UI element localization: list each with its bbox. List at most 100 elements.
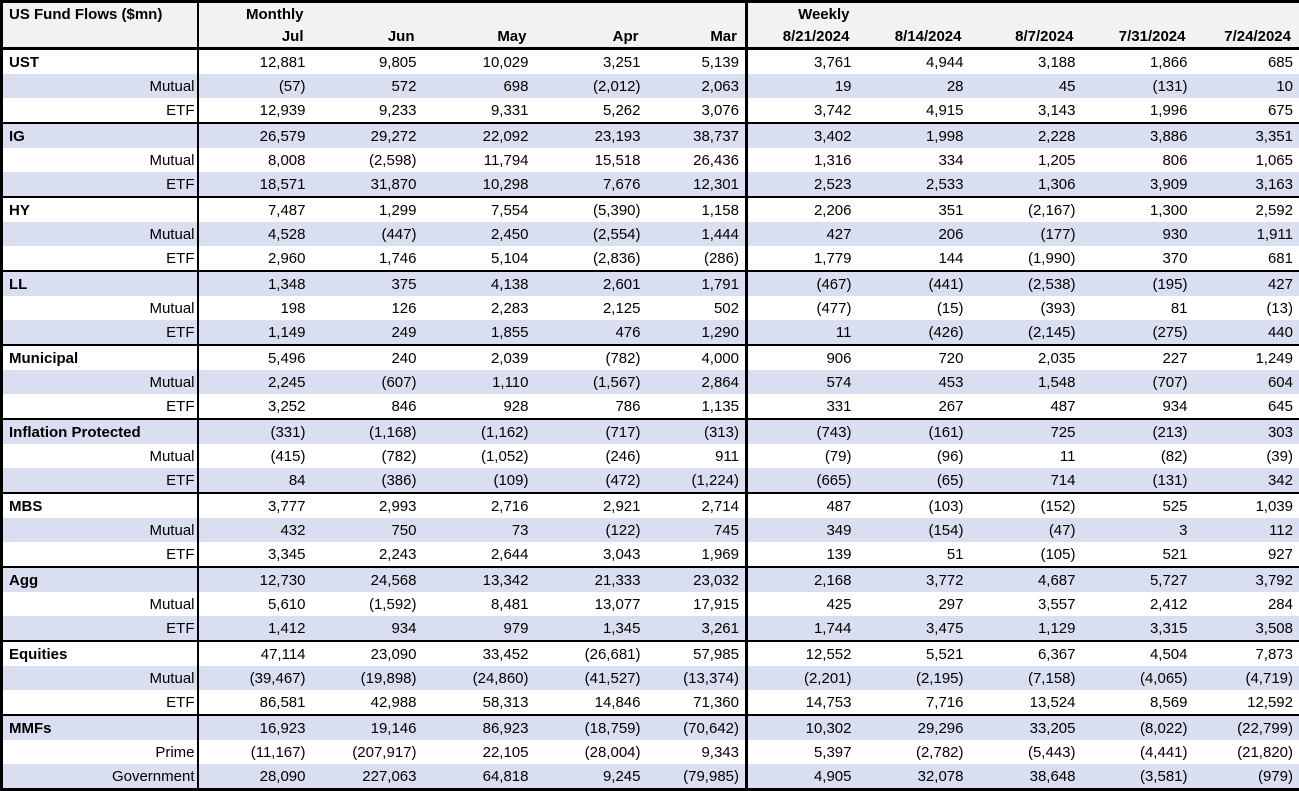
monthly-value-cell: (39,467)	[198, 666, 312, 690]
weekly-value-cell: 2,035	[970, 345, 1082, 370]
weekly-value-cell: 11	[747, 320, 858, 345]
weekly-value-cell: 81	[1082, 296, 1194, 320]
header-spacer	[647, 2, 747, 26]
weekly-value-cell: 3,792	[1194, 567, 1299, 592]
weekly-value-cell: (65)	[858, 468, 970, 493]
monthly-value-cell: (11,167)	[198, 740, 312, 764]
weekly-value-cell: 32,078	[858, 764, 970, 790]
monthly-value-cell: 2,993	[312, 493, 423, 518]
weekly-value-cell: 1,911	[1194, 222, 1299, 246]
weekly-value-cell: 349	[747, 518, 858, 542]
monthly-value-cell: 13,077	[535, 592, 647, 616]
weekly-value-cell: 2,592	[1194, 197, 1299, 222]
weekly-value-cell: 33,205	[970, 715, 1082, 740]
weekly-value-cell: (96)	[858, 444, 970, 468]
monthly-value-cell: 9,233	[312, 98, 423, 123]
weekly-value-cell: 284	[1194, 592, 1299, 616]
weekly-value-cell: (15)	[858, 296, 970, 320]
monthly-value-cell: 846	[312, 394, 423, 419]
monthly-value-cell: 2,125	[535, 296, 647, 320]
weekly-value-cell: 12,592	[1194, 690, 1299, 715]
monthly-value-cell: (1,592)	[312, 592, 423, 616]
weekly-value-cell: (2,145)	[970, 320, 1082, 345]
monthly-value-cell: 5,610	[198, 592, 312, 616]
weekly-value-cell: (4,719)	[1194, 666, 1299, 690]
weekly-value-cell: 720	[858, 345, 970, 370]
monthly-value-cell: 15,518	[535, 148, 647, 172]
monthly-value-cell: 19,146	[312, 715, 423, 740]
monthly-value-cell: (782)	[535, 345, 647, 370]
header-spacer	[1082, 2, 1194, 26]
weekly-value-cell: (13)	[1194, 296, 1299, 320]
monthly-value-cell: 73	[423, 518, 535, 542]
subcategory-label: ETF	[2, 246, 198, 271]
monthly-value-cell: 698	[423, 74, 535, 98]
subcategory-label: Mutual	[2, 666, 198, 690]
sub-row: Prime(11,167)(207,917)22,105(28,004)9,34…	[2, 740, 1299, 764]
monthly-value-cell: 2,245	[198, 370, 312, 394]
monthly-value-cell: 2,243	[312, 542, 423, 567]
monthly-value-cell: 10,298	[423, 172, 535, 197]
monthly-value-cell: (313)	[647, 419, 747, 444]
weekly-value-cell: 8,569	[1082, 690, 1194, 715]
weekly-value-cell: (154)	[858, 518, 970, 542]
category-label: UST	[2, 49, 198, 75]
header-spacer	[1194, 2, 1299, 26]
monthly-value-cell: 786	[535, 394, 647, 419]
weekly-value-cell: 12,552	[747, 641, 858, 666]
monthly-value-cell: 29,272	[312, 123, 423, 148]
weekly-value-cell: 112	[1194, 518, 1299, 542]
subcategory-label: ETF	[2, 690, 198, 715]
subcategory-label: ETF	[2, 616, 198, 641]
monthly-value-cell: (415)	[198, 444, 312, 468]
weekly-value-cell: 906	[747, 345, 858, 370]
monthly-value-cell: 23,032	[647, 567, 747, 592]
monthly-value-cell: 47,114	[198, 641, 312, 666]
weekly-value-cell: 206	[858, 222, 970, 246]
monthly-value-cell: 979	[423, 616, 535, 641]
weekly-value-cell: 7,873	[1194, 641, 1299, 666]
weekly-value-cell: (131)	[1082, 74, 1194, 98]
monthly-value-cell: 12,939	[198, 98, 312, 123]
weekly-value-cell: 1,316	[747, 148, 858, 172]
weekly-value-cell: (467)	[747, 271, 858, 296]
header-spacer	[312, 2, 423, 26]
weekly-value-cell: 3,557	[970, 592, 1082, 616]
monthly-value-cell: 11,794	[423, 148, 535, 172]
weekly-value-cell: 227	[1082, 345, 1194, 370]
monthly-value-cell: (1,168)	[312, 419, 423, 444]
monthly-value-cell: (717)	[535, 419, 647, 444]
monthly-value-cell: 2,716	[423, 493, 535, 518]
category-label: Inflation Protected	[2, 419, 198, 444]
weekly-value-cell: (8,022)	[1082, 715, 1194, 740]
header-spacer	[858, 2, 970, 26]
monthly-value-cell: 2,063	[647, 74, 747, 98]
monthly-value-cell: 26,579	[198, 123, 312, 148]
weekly-value-cell: (665)	[747, 468, 858, 493]
weekly-value-cell: 144	[858, 246, 970, 271]
monthly-value-cell: (109)	[423, 468, 535, 493]
col-header-mar: Mar	[647, 25, 747, 49]
monthly-value-cell: 2,283	[423, 296, 535, 320]
col-header-week-1: 8/21/2024	[747, 25, 858, 49]
weekly-value-cell: 574	[747, 370, 858, 394]
monthly-value-cell: 572	[312, 74, 423, 98]
col-header-week-2: 8/14/2024	[858, 25, 970, 49]
monthly-value-cell: 227,063	[312, 764, 423, 790]
weekly-value-cell: 7,716	[858, 690, 970, 715]
subcategory-label: Prime	[2, 740, 198, 764]
